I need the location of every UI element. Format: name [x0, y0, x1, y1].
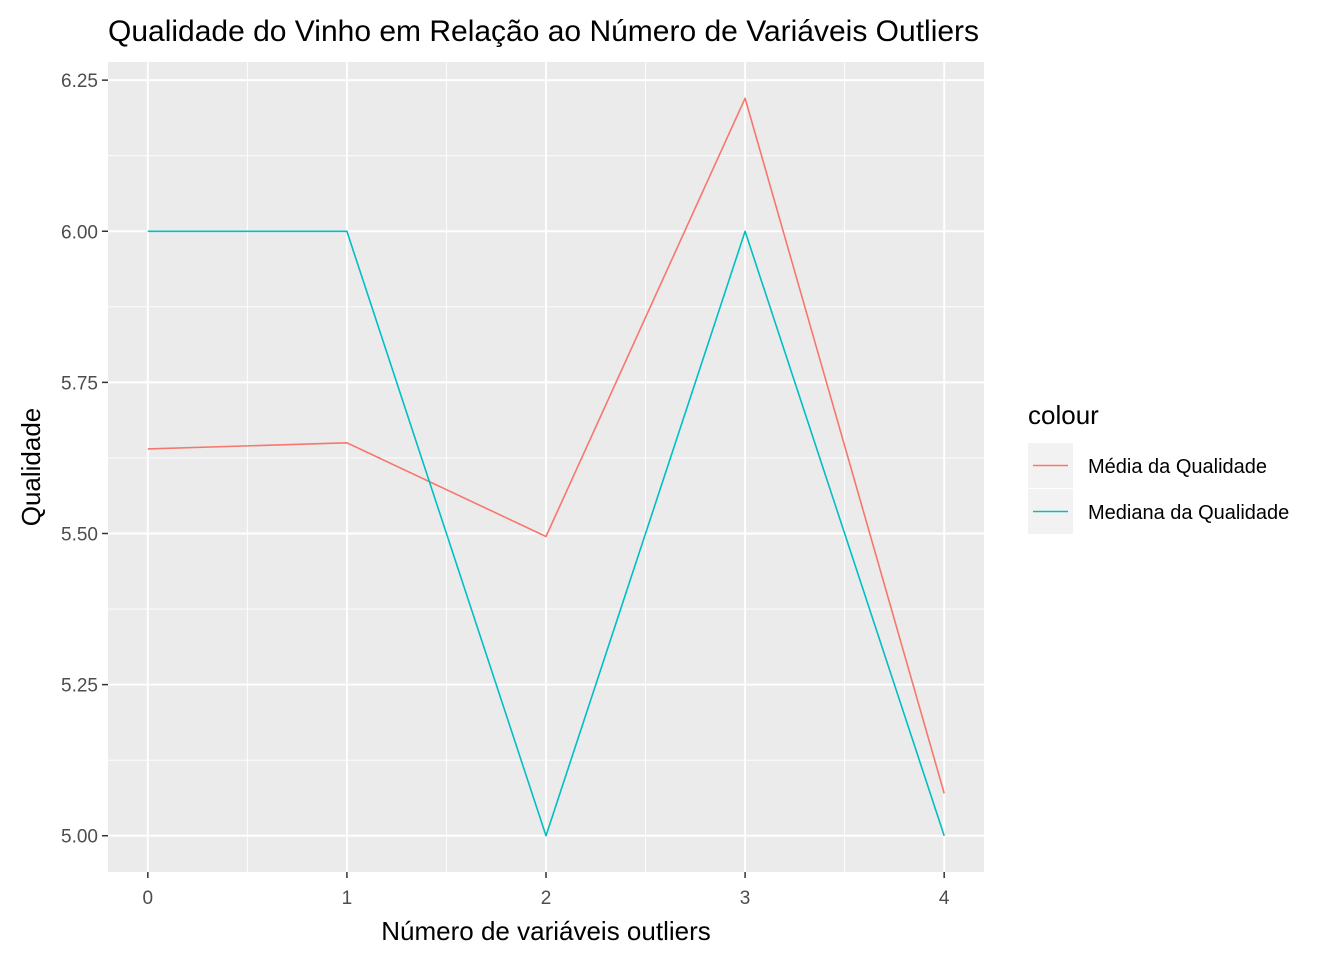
y-tick-label: 5.25 [61, 676, 98, 697]
x-tick-label: 2 [541, 888, 552, 909]
series-line-1 [147, 97, 945, 794]
legend: colour Média da Qualidade Mediana da Qual… [1028, 400, 1289, 534]
legend-item: Mediana da Qualidade [1028, 489, 1289, 534]
legend-item: Média da Qualidade [1028, 443, 1267, 488]
x-tick-label: 1 [342, 888, 353, 909]
legend-label: Mediana da Qualidade [1088, 502, 1289, 524]
y-tick-label: 6.25 [61, 71, 98, 92]
x-axis: 0 1 2 3 4 [143, 872, 950, 909]
chart-title: Qualidade do Vinho em Relação ao Número … [108, 15, 979, 48]
series-lines [147, 97, 945, 837]
legend-title: colour [1028, 400, 1099, 430]
legend-label: Média da Qualidade [1088, 456, 1267, 478]
x-tick-label: 4 [939, 888, 950, 909]
series-line-2 [147, 230, 945, 837]
y-tick-label: 6.00 [61, 222, 98, 243]
x-axis-title: Número de variáveis outliers [381, 916, 710, 946]
x-tick-label: 0 [143, 888, 154, 909]
y-tick-label: 5.75 [61, 373, 98, 394]
y-tick-label: 5.50 [61, 524, 98, 545]
x-tick-label: 3 [740, 888, 751, 909]
y-axis-title: Qualidade [16, 408, 46, 527]
y-tick-label: 5.00 [61, 827, 98, 848]
y-axis: 5.00 5.25 5.50 5.75 6.00 6.25 [61, 71, 108, 848]
